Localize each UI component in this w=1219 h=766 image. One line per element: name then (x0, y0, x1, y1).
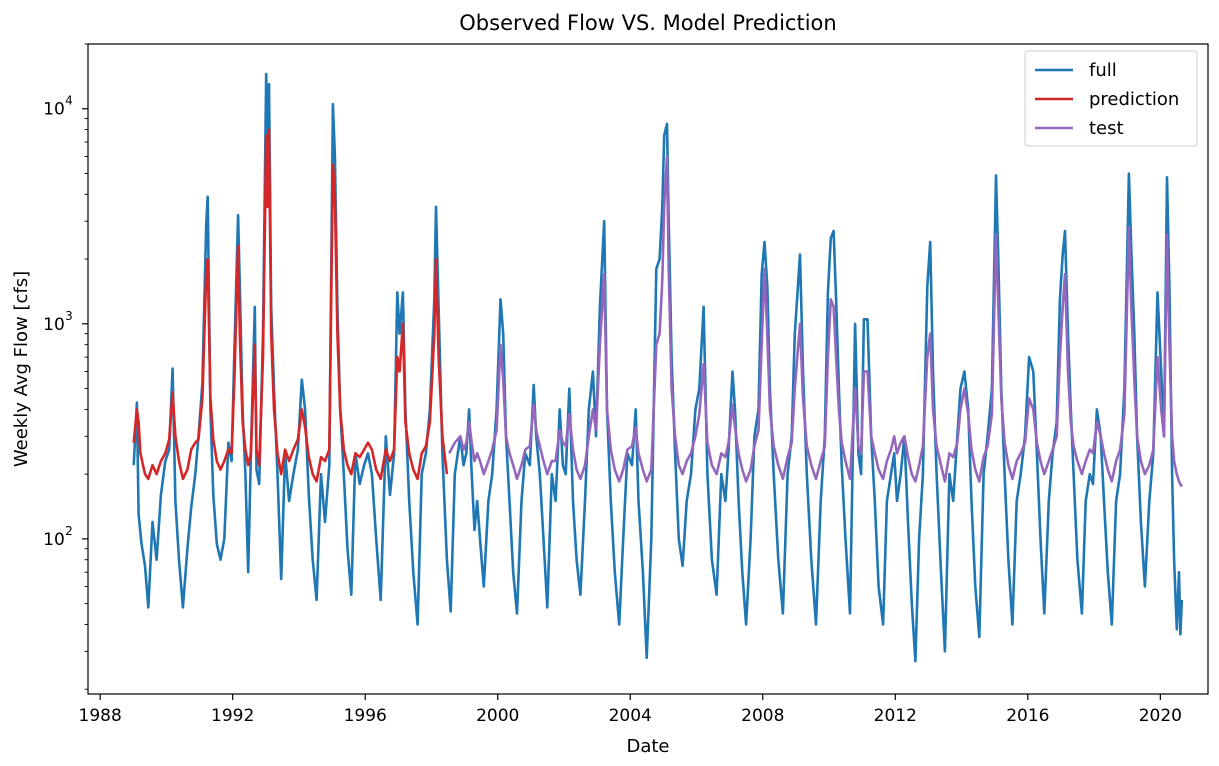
x-tick-label: 2000 (476, 706, 519, 726)
legend: full prediction test (1024, 50, 1198, 147)
y-tick-label: 10 (43, 530, 65, 550)
x-axis-ticks: 1988 1992 1996 2000 2004 2008 2012 2016 2020 (79, 694, 1182, 726)
x-tick-label: 2004 (609, 706, 652, 726)
series-line-full (132, 72, 1184, 663)
y-tick-exponent: 2 (65, 524, 73, 538)
y-tick-exponent: 4 (65, 94, 73, 108)
series-line-prediction (132, 128, 449, 483)
x-tick-label: 1992 (211, 706, 254, 726)
x-tick-label: 1996 (344, 706, 387, 726)
y-tick-label: 10 (43, 100, 65, 120)
plot-frame (87, 43, 1209, 695)
x-tick-label: 2012 (874, 706, 917, 726)
y-axis-label: Weekly Avg Flow [cfs] (11, 271, 32, 467)
x-tick-label: 2016 (1006, 706, 1049, 726)
x-tick-label: 2020 (1139, 706, 1182, 726)
legend-box (1024, 50, 1198, 147)
legend-label-full: full (1089, 60, 1117, 81)
x-tick-label: 1988 (79, 706, 122, 726)
chart-title: Observed Flow VS. Model Prediction (459, 11, 836, 35)
series-layer (132, 72, 1184, 663)
y-tick-exponent: 3 (65, 309, 73, 323)
legend-label-prediction: prediction (1089, 89, 1179, 110)
series-line-test (448, 155, 1183, 488)
legend-label-test: test (1089, 118, 1124, 139)
x-tick-label: 2008 (741, 706, 784, 726)
y-tick-label: 10 (43, 315, 65, 335)
x-axis-label: Date (626, 736, 669, 757)
